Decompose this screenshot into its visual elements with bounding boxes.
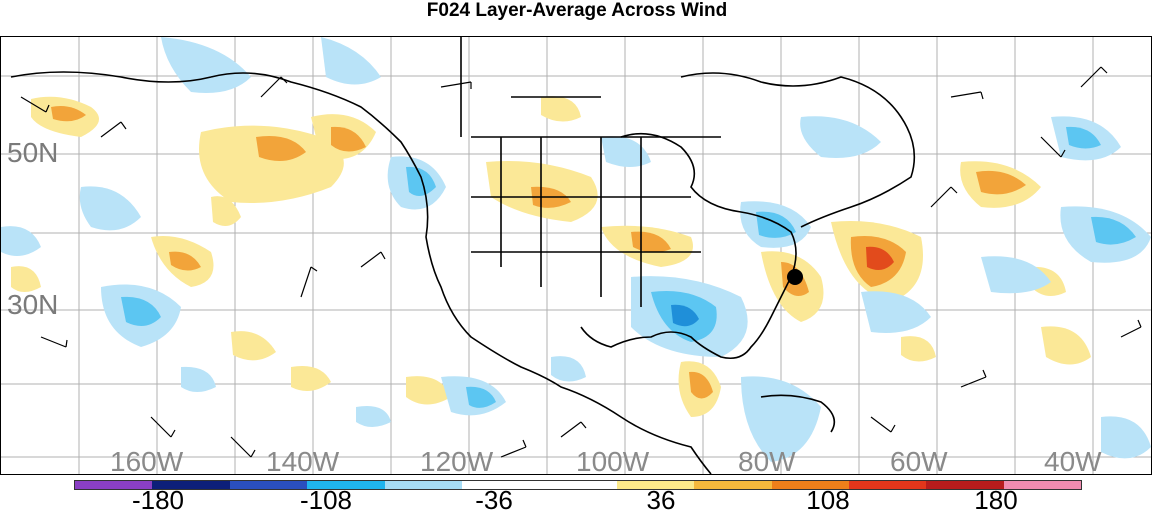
map-title: F024 Layer-Average Across Wind <box>426 0 728 21</box>
station-marker <box>787 269 803 285</box>
colorbar-segment <box>926 481 1004 489</box>
colorbar-segment <box>771 481 849 489</box>
lat-label-50n: 50N <box>7 137 59 168</box>
colorbar-segment <box>616 481 695 489</box>
colorbar-segment <box>694 481 772 489</box>
colorbar-segment <box>75 481 153 489</box>
lat-lon-grid <box>1 37 1151 474</box>
colorbar-label: 180 <box>974 485 1018 515</box>
colorbar-segment <box>539 481 617 489</box>
colorbar-label: -108 <box>299 485 353 515</box>
colorbar-segment <box>152 481 230 489</box>
colorbar-label: 36 <box>646 485 676 515</box>
lat-label-30n: 30N <box>7 289 59 320</box>
colorbar-segment <box>229 481 308 489</box>
colorbar <box>74 480 1082 490</box>
colorbar-segment <box>307 481 385 489</box>
colorbar-segment <box>461 481 540 489</box>
lon-label-160w: 160W <box>110 446 184 477</box>
coastlines <box>10 37 916 474</box>
map-canvas <box>1 37 1151 474</box>
lon-label-40w: 40W <box>1044 446 1102 477</box>
shaded-contours <box>1 37 1151 462</box>
colorbar-segment <box>384 481 462 489</box>
wind-barbs <box>20 66 1142 458</box>
colorbar-segment <box>1003 481 1082 489</box>
colorbar-label: 108 <box>806 485 850 515</box>
lon-label-140w: 140W <box>266 446 340 477</box>
colorbar-segment <box>848 481 927 489</box>
colorbar-label: -180 <box>131 485 185 515</box>
colorbar-label: -36 <box>475 485 513 515</box>
map-panel: 50N 30N <box>0 36 1152 475</box>
lon-label-80w: 80W <box>738 446 796 477</box>
lon-label-100w: 100W <box>576 446 650 477</box>
lon-label-60w: 60W <box>890 446 948 477</box>
lon-label-120w: 120W <box>420 446 494 477</box>
